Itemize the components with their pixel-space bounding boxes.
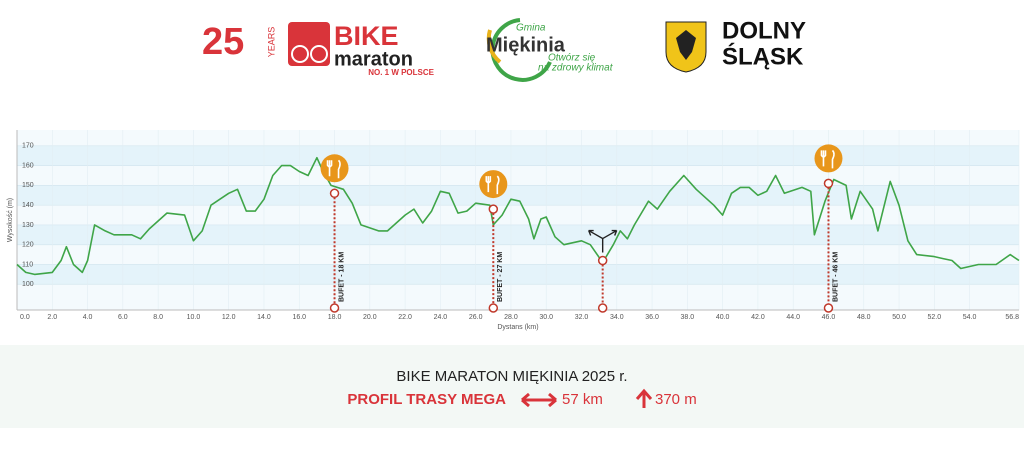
wheel (310, 45, 328, 63)
x-tick-label: 18.0 (328, 314, 342, 321)
x-tick-label: 54.0 (963, 314, 977, 321)
elevation-line (16, 156, 1020, 276)
ring (490, 18, 552, 82)
x-tick-label: 10.0 (187, 314, 201, 321)
x-tick-label: 56.8 (1005, 314, 1019, 321)
x-tick-label: 2.0 (47, 314, 57, 321)
x-tick-label: 8.0 (153, 314, 163, 321)
x-tick-label: 12.0 (222, 314, 236, 321)
climb: 370 m (655, 391, 697, 408)
fork-knife (326, 159, 341, 179)
x-tick-label: 6.0 (118, 314, 128, 321)
years-number: 25 (202, 21, 244, 63)
x-tick-label: 16.0 (292, 314, 306, 321)
ring (486, 29, 502, 64)
years-text: YEARS (266, 27, 276, 58)
distance-icon (521, 392, 557, 408)
x-tick-label: 22.0 (398, 314, 412, 321)
x-tick-label: 50.0 (892, 314, 906, 321)
y-tick-label: 130 (22, 222, 34, 229)
x-tick-label: 0.0 (20, 314, 30, 321)
x-tick-label: 28.0 (504, 314, 518, 321)
x-tick-label: 20.0 (363, 314, 377, 321)
slogan: na zdrowy klimat (538, 63, 614, 74)
y-axis-label: Wysokość (m) (7, 198, 14, 242)
y-tick-label: 150 (22, 182, 34, 189)
grid-band (17, 224, 1019, 245)
x-tick-label: 30.0 (539, 314, 553, 321)
slask: ŚLĄSK (722, 42, 804, 70)
slogan: Otwórz się (548, 53, 596, 64)
x-tick-label: 46.0 (822, 314, 836, 321)
marker-label: BUFET - 27 KM (497, 252, 504, 302)
food-icon (320, 154, 349, 183)
y-tick-label: 170 (22, 143, 34, 150)
y-tick-label: 140 (22, 202, 34, 209)
marker-label: BUFET - 46 KM (832, 252, 839, 302)
x-tick-label: 14.0 (257, 314, 271, 321)
climb-icon (635, 388, 653, 408)
eagle (676, 30, 696, 60)
maraton-text: maraton (334, 48, 413, 70)
chart-title: BIKE MARATON MIĘKINIA 2025 r. (396, 368, 627, 385)
bike-maraton-logo: 25 YEARS BIKE maraton NO. 1 W POLSCE (202, 21, 435, 77)
chart-subtitle: PROFIL TRASY MEGA (347, 391, 506, 408)
x-tick-label: 48.0 (857, 314, 871, 321)
miekinia-logo: Gmina Miękinia Otwórz się na zdrowy klim… (486, 18, 614, 82)
y-tick-label: 110 (22, 261, 33, 268)
x-tick-label: 40.0 (716, 314, 730, 321)
marker-point (823, 178, 834, 189)
x-tick-label: 36.0 (645, 314, 659, 321)
x-tick-label: 4.0 (83, 314, 93, 321)
distance: 57 km (562, 391, 603, 408)
marker-base (329, 303, 340, 313)
y-tick-label: 100 (22, 281, 34, 288)
marker-base (823, 303, 834, 313)
marker-point (488, 204, 499, 214)
gmina: Gmina (516, 23, 546, 34)
x-tick-label: 34.0 (610, 314, 624, 321)
x-tick-label: 24.0 (434, 314, 448, 321)
x-tick-label: 38.0 (681, 314, 695, 321)
food-icon (479, 170, 508, 199)
x-tick-label: 52.0 (928, 314, 942, 321)
footer-band (0, 345, 1024, 428)
miekinia: Miękinia (486, 34, 566, 56)
plot: 100 110 120 130 140 150 160 170 0.0 2.0 4.0 6.0 8.0 1… (7, 130, 1020, 331)
grid-band (17, 264, 1019, 285)
marker-point (329, 188, 340, 199)
bike-icon (288, 22, 330, 66)
x-tick-label: 42.0 (751, 314, 765, 321)
wheel (291, 45, 309, 63)
food-icon (814, 144, 843, 173)
bike-text: BIKE (334, 21, 399, 51)
fork-knife (820, 149, 835, 169)
x-tick-label: 26.0 (469, 314, 483, 321)
x-axis-label: Dystans (km) (497, 324, 538, 331)
junction-point (597, 255, 608, 266)
junction-arrows (588, 229, 618, 253)
x-tick-label: 32.0 (575, 314, 589, 321)
marker-label: BUFET - 18 KM (338, 252, 345, 302)
dolny: DOLNY (722, 17, 806, 44)
y-tick-label: 160 (22, 162, 34, 169)
x-tick-label: 44.0 (786, 314, 800, 321)
dolny-slask-logo: DOLNY ŚLĄSK (665, 17, 806, 73)
marker-base (597, 303, 608, 313)
grid-band (17, 145, 1019, 166)
tagline: NO. 1 W POLSCE (368, 68, 434, 77)
marker-base (488, 303, 499, 313)
fork-knife (485, 175, 500, 195)
y-tick-label: 120 (22, 242, 34, 249)
